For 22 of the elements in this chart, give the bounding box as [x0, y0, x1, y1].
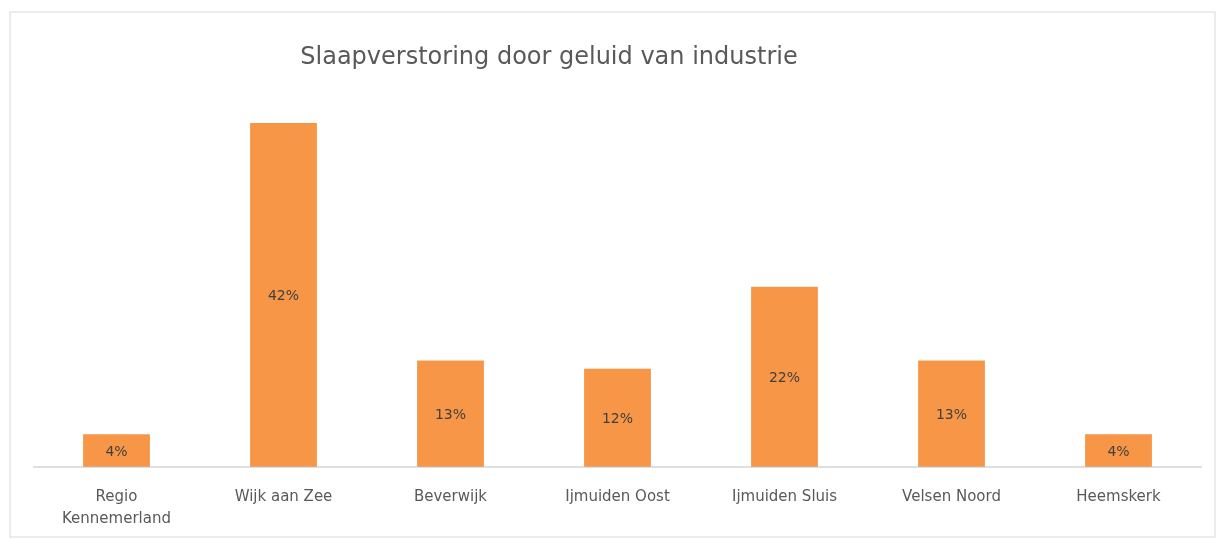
- x-tick-label: Heemskerk: [1076, 487, 1162, 505]
- x-tick-label: Ijmuiden Sluis: [731, 487, 838, 505]
- x-tick-label: Beverwijk: [413, 487, 488, 505]
- data-label: 4%: [105, 442, 128, 459]
- data-label: 4%: [1107, 442, 1130, 459]
- x-tick-label: Regio Kennemerland: [62, 487, 171, 527]
- data-label: 13%: [935, 405, 968, 422]
- x-tick-label: Velsen Noord: [902, 487, 1001, 505]
- bar: [751, 286, 818, 467]
- bar: [417, 360, 484, 467]
- x-tick-label: Ijmuiden Oost: [565, 487, 670, 505]
- data-label: 22%: [768, 368, 801, 385]
- bar: [1085, 434, 1152, 467]
- data-label: 12%: [601, 409, 634, 426]
- chart-title: Slaapverstoring door geluid van industrie: [300, 42, 798, 70]
- bar: [250, 123, 317, 467]
- bar: [83, 434, 150, 467]
- data-label: 42%: [267, 287, 300, 303]
- bar: [584, 368, 651, 467]
- x-tick-label: Wijk aan Zee: [234, 487, 333, 505]
- bar: [918, 360, 985, 467]
- data-label: 13%: [434, 405, 467, 422]
